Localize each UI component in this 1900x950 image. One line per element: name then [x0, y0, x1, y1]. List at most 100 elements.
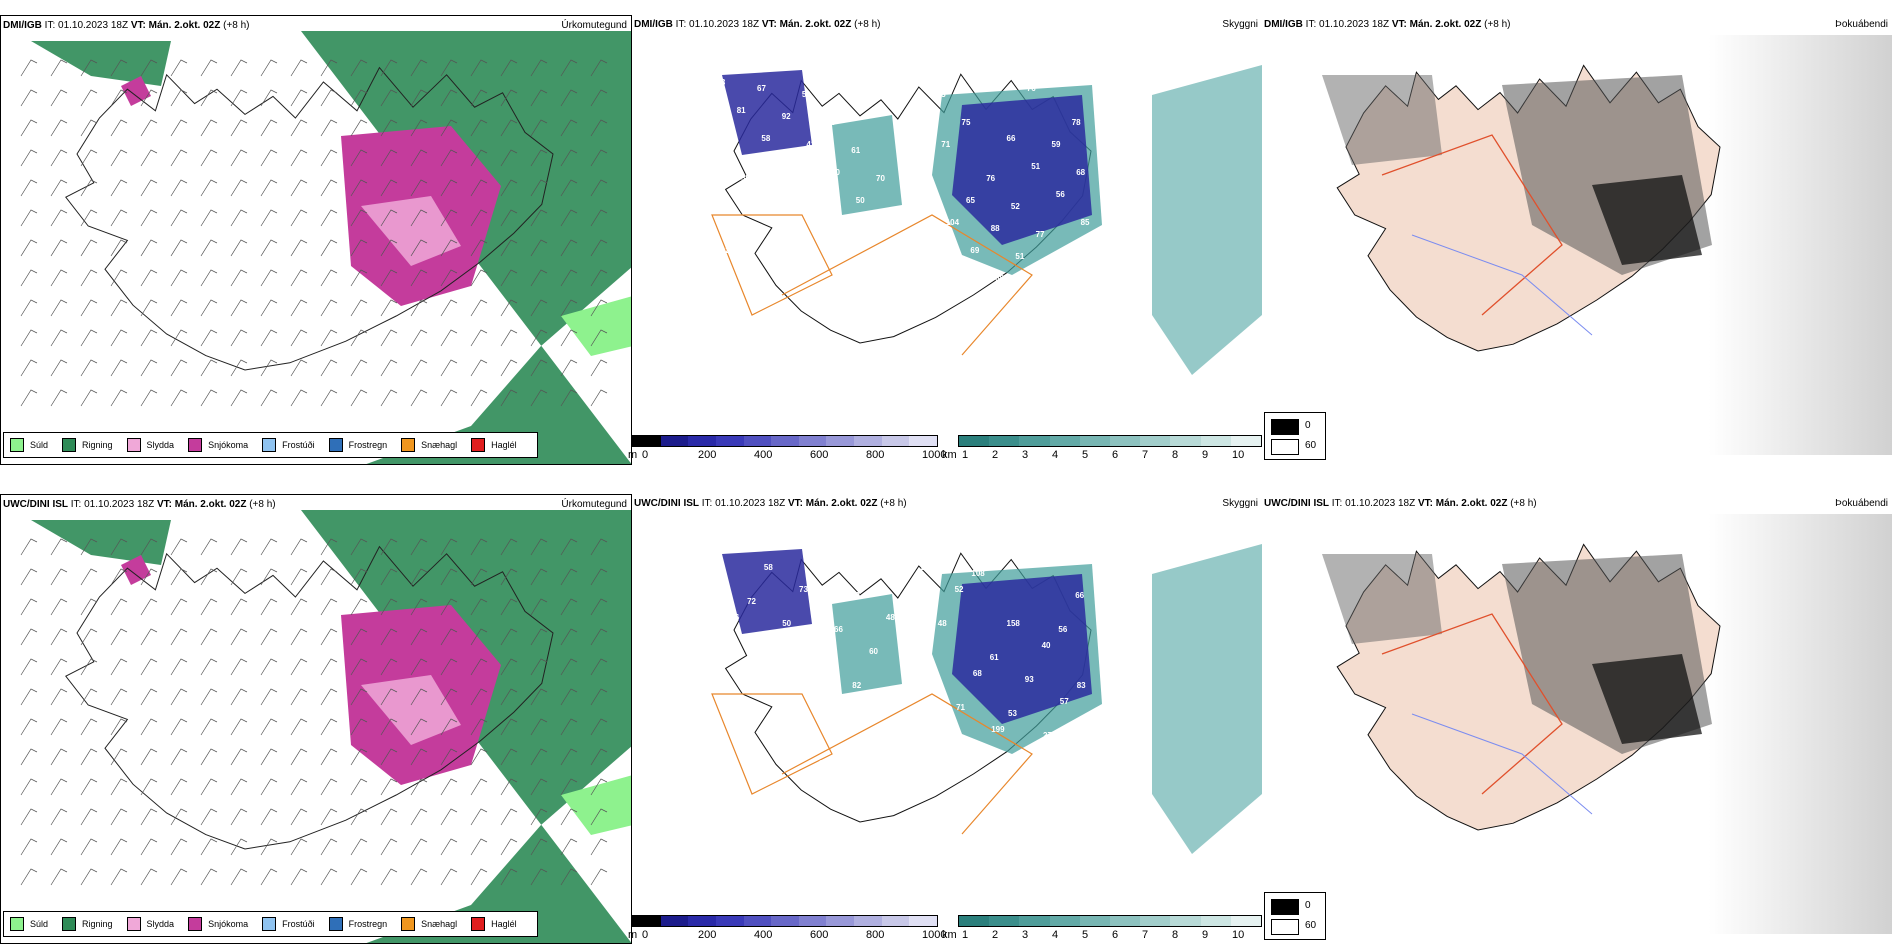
wind-barb	[321, 330, 337, 346]
wind-barb	[591, 869, 607, 885]
wind-barb	[381, 330, 397, 346]
wind-barb	[21, 869, 37, 885]
wind-barb	[201, 210, 217, 226]
wind-barb	[561, 839, 577, 855]
visibility-label: 68	[1023, 557, 1032, 566]
wind-barb	[21, 150, 37, 166]
visibility-label: 111	[749, 669, 762, 678]
wind-barb	[231, 210, 247, 226]
visibility-map: 1036751587573717678819270511017566596458…	[632, 15, 1262, 455]
wind-barb	[111, 749, 127, 765]
wind-barb	[201, 629, 217, 645]
visibility-label: 79	[791, 230, 800, 239]
legend-swatch	[401, 438, 415, 452]
colorbar-swatch	[799, 916, 827, 926]
wind-barb	[321, 240, 337, 256]
wind-barb	[201, 120, 217, 136]
wind-barb	[111, 599, 127, 615]
visibility-label: 82	[860, 274, 869, 283]
wind-barb	[111, 809, 127, 825]
visibility-label: 58	[761, 134, 770, 143]
visibility-label: 213	[725, 246, 739, 255]
visibility-label: 40	[1042, 641, 1051, 650]
wind-barb	[141, 150, 157, 166]
wind-barb	[81, 569, 97, 585]
wind-barb	[471, 330, 487, 346]
wind-barb	[171, 779, 187, 795]
visibility-label: 50	[856, 196, 865, 205]
legend-label: Slydda	[147, 919, 175, 929]
wind-barb	[321, 809, 337, 825]
colorbar-swatch	[909, 436, 937, 446]
wind-barb	[171, 150, 187, 166]
wind-barb	[81, 779, 97, 795]
wind-barb	[291, 90, 307, 106]
colorbar-swatch	[799, 436, 827, 446]
wind-barb	[111, 150, 127, 166]
colorbar-swatch	[1019, 436, 1049, 446]
wind-barb	[471, 360, 487, 376]
wind-barb	[81, 120, 97, 136]
colorbar-unit: m	[628, 929, 637, 941]
wind-barb	[261, 300, 277, 316]
wind-barb	[231, 539, 247, 555]
colorbar-swatch	[1201, 436, 1231, 446]
wind-barb	[351, 330, 367, 346]
legend-swatch	[188, 438, 202, 452]
wind-barb	[231, 779, 247, 795]
legend-label: Frostúði	[282, 440, 315, 450]
wind-barb	[321, 689, 337, 705]
visibility-area	[832, 594, 902, 694]
wind-barb	[81, 629, 97, 645]
visibility-area	[832, 115, 902, 215]
wind-barb	[351, 809, 367, 825]
wind-barb	[141, 330, 157, 346]
wind-barb	[81, 240, 97, 256]
colorbar-tick: 5	[1082, 929, 1088, 941]
wind-barb	[411, 869, 427, 885]
visibility-label: 66	[834, 625, 843, 634]
wind-barb	[201, 240, 217, 256]
wind-barb	[291, 599, 307, 615]
wind-barb	[261, 719, 277, 735]
wind-barb	[171, 839, 187, 855]
precip-legend: Súld Rigning Slydda Snjókoma Frostúði Frostre…	[3, 432, 538, 458]
visibility-label: 93	[1025, 675, 1034, 684]
wind-barb	[111, 689, 127, 705]
wind-barb	[141, 599, 157, 615]
visibility-label: 57	[921, 190, 930, 199]
wind-barb	[321, 749, 337, 765]
wind-barb	[441, 779, 457, 795]
wind-barb	[291, 390, 307, 406]
visibility-label: 115	[939, 737, 952, 746]
wind-barb	[201, 719, 217, 735]
colorbar-swatch	[1231, 916, 1261, 926]
legend-item: Súld	[10, 917, 48, 931]
wind-barb	[171, 120, 187, 136]
wind-barb	[81, 689, 97, 705]
legend-swatch	[188, 917, 202, 931]
wind-barb	[51, 60, 67, 76]
visibility-label: 69	[970, 246, 979, 255]
visibility-label: 76	[1027, 84, 1036, 93]
wind-barb	[81, 210, 97, 226]
wind-barb	[111, 869, 127, 885]
wind-barb	[171, 869, 187, 885]
visibility-label: 49	[1026, 765, 1035, 774]
colorbar-swatch	[1170, 436, 1200, 446]
wind-barb	[321, 659, 337, 675]
visibility-label: 82	[852, 681, 861, 690]
colorbar-swatch	[1050, 436, 1080, 446]
colorbar-unit: km	[942, 449, 957, 461]
wind-barb	[441, 390, 457, 406]
visibility-label: 58	[721, 196, 730, 205]
wind-barb	[291, 240, 307, 256]
colorbar-swatch	[1170, 916, 1200, 926]
legend-item: Slydda	[127, 438, 175, 452]
colorbar-swatch	[1201, 916, 1231, 926]
visibility-label: 78	[925, 258, 934, 267]
wind-barb	[321, 719, 337, 735]
wind-barb	[291, 629, 307, 645]
legend-label: Snæhagl	[421, 440, 457, 450]
visibility-label: 47	[950, 286, 959, 295]
